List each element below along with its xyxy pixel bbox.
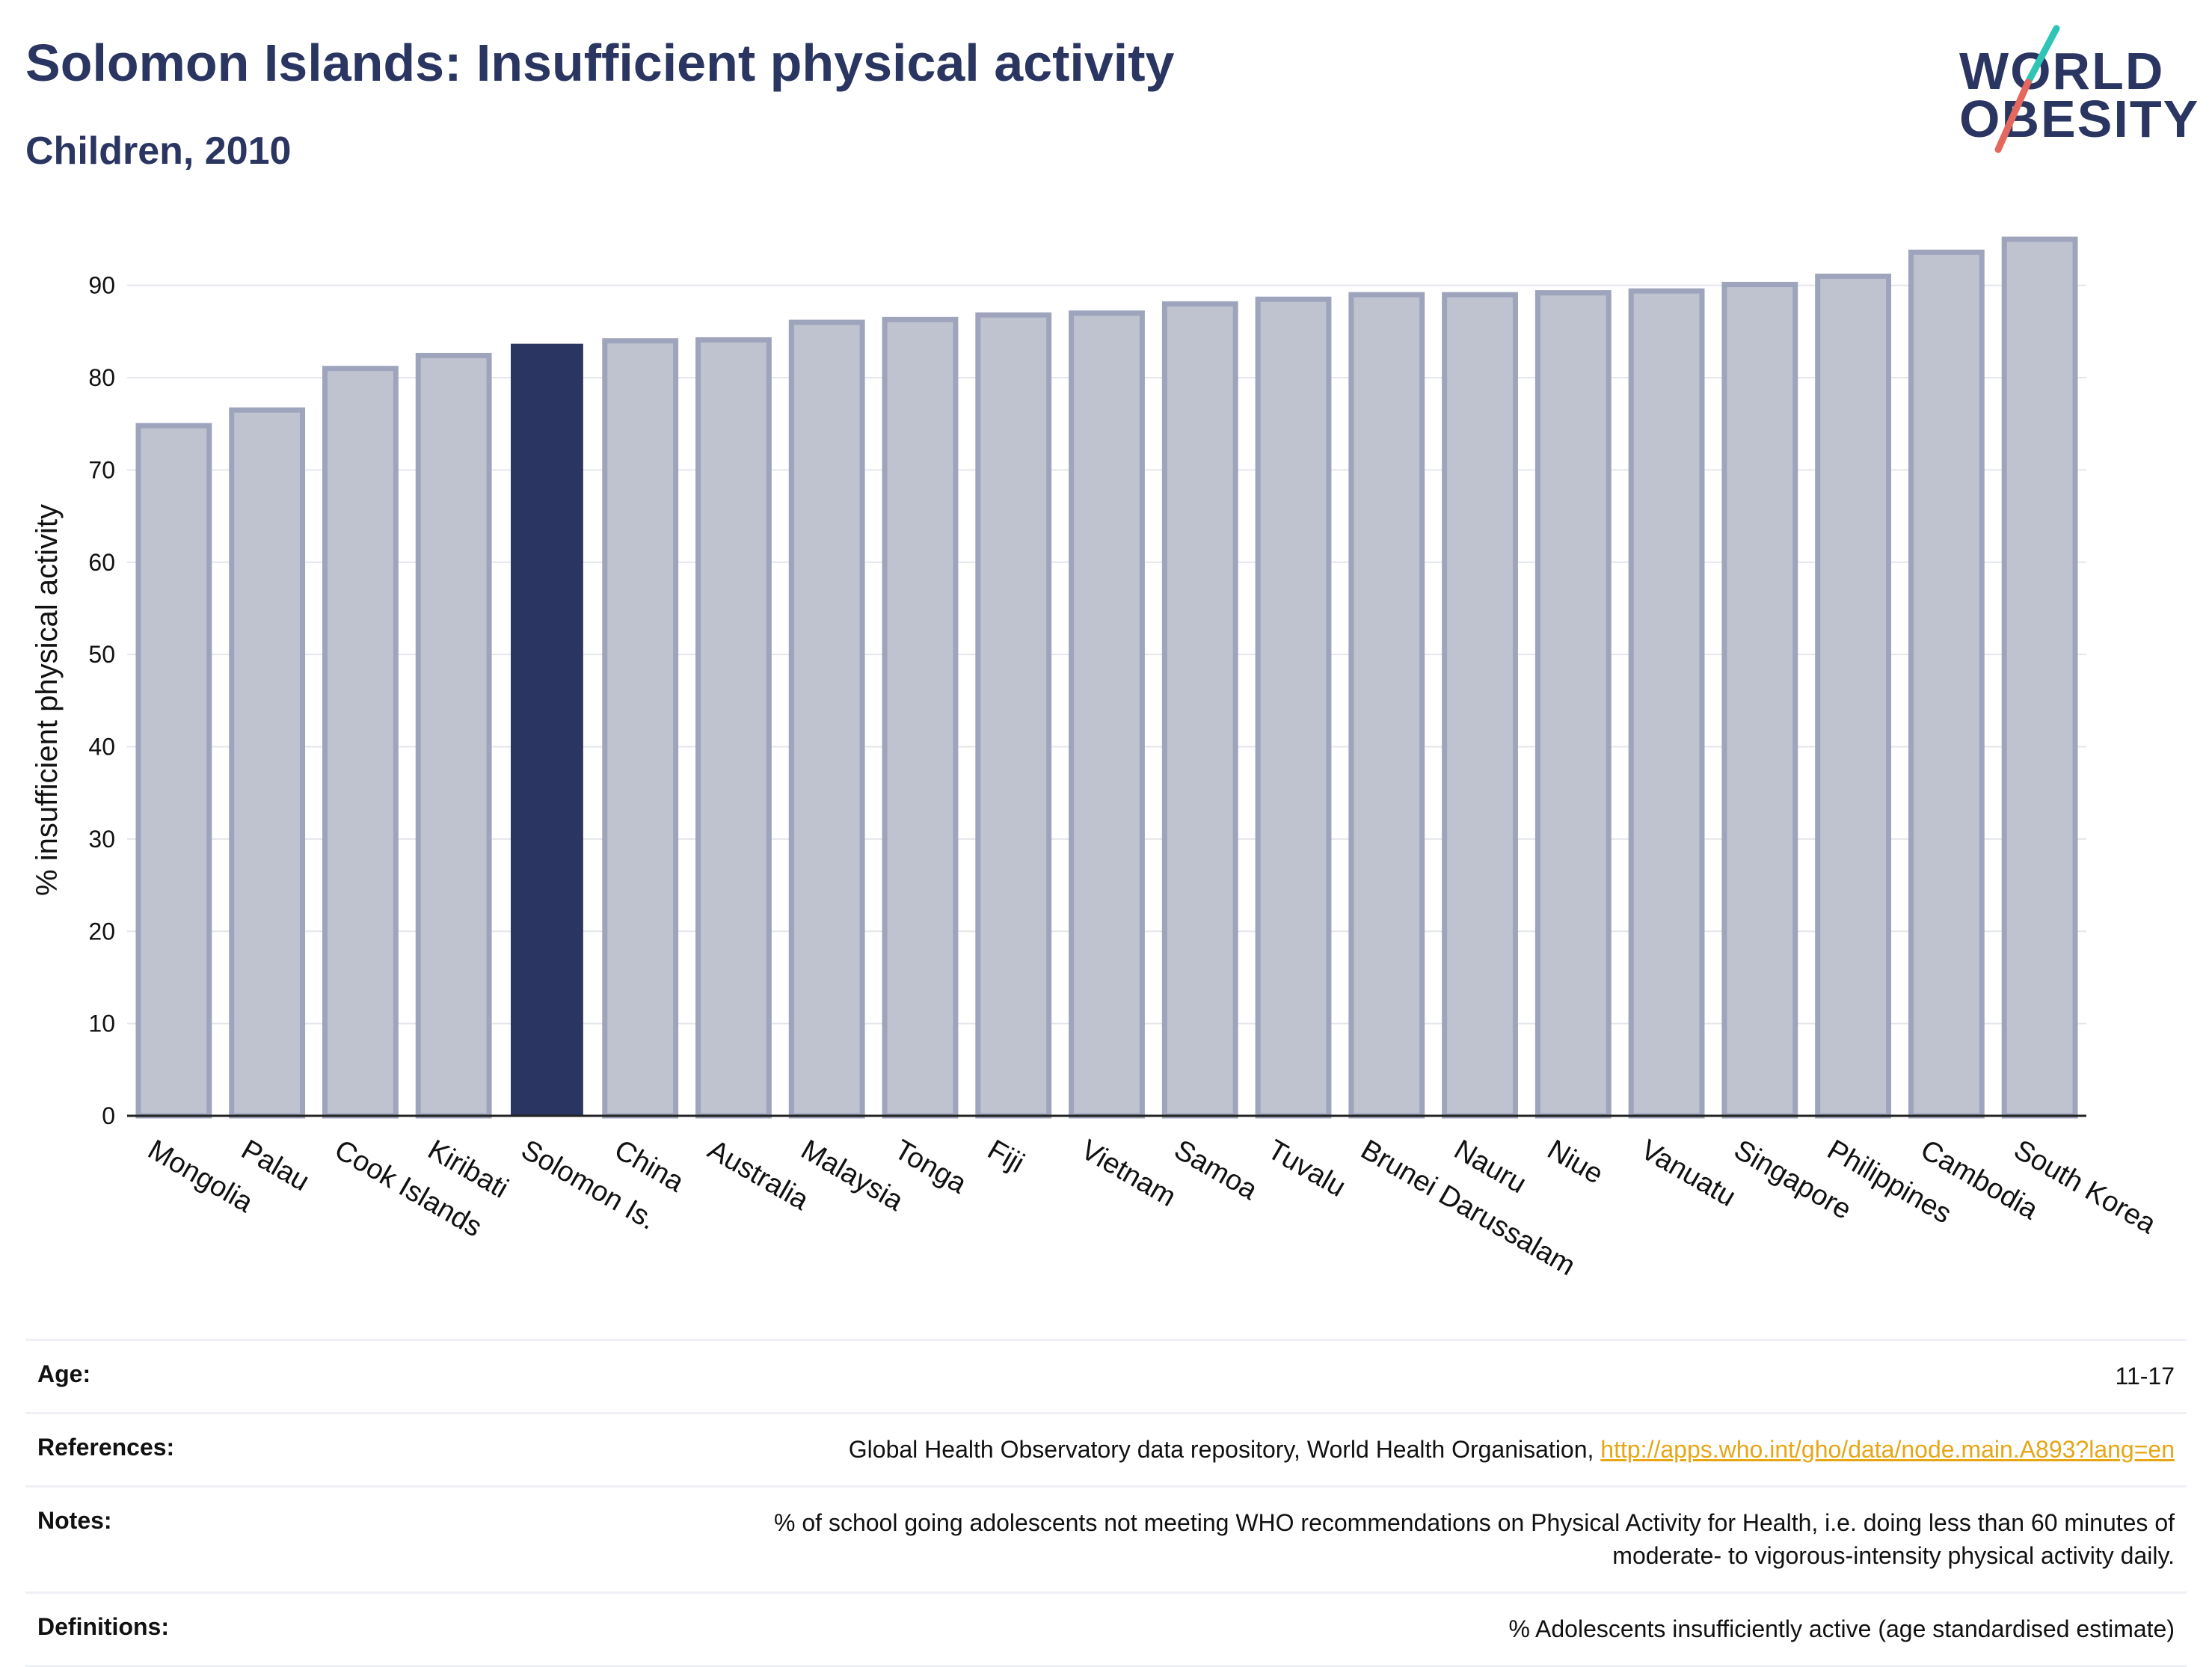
bar-south-korea (2001, 236, 2078, 1119)
y-tick-label: 40 (88, 734, 115, 761)
x-tick-label: South Korea (2009, 1134, 2162, 1240)
references-label: References: (37, 1434, 175, 1461)
logo-line2: OBESITY (1959, 90, 2200, 148)
x-tick-label: Mongolia (143, 1134, 259, 1219)
x-tick-label: Vietnam (1075, 1134, 1181, 1213)
bar-vanuatu (1628, 288, 1705, 1119)
bar-nauru (1442, 292, 1518, 1119)
bar-mongolia (135, 423, 212, 1119)
age-label: Age: (37, 1360, 91, 1387)
bar-niue (1534, 290, 1612, 1119)
bar-kiribati (415, 352, 492, 1119)
info-row-notes: Notes: % of school going adolescents not… (25, 1486, 2187, 1592)
references-value: Global Health Observatory data repositor… (274, 1413, 2187, 1487)
bar-vietnam (1069, 310, 1145, 1119)
y-axis-label: % insufficient physical activity (31, 504, 64, 896)
notes-value: % of school going adolescents not meetin… (274, 1487, 2187, 1592)
bar-philippines (1815, 273, 1892, 1119)
age-value: 11-17 (2115, 1363, 2175, 1390)
x-tick-label: Fiji (983, 1134, 1030, 1179)
chart-info-table: Age: 11-17 References: Global Health Obs… (25, 1339, 2187, 1667)
references-link[interactable]: http://apps.who.int/gho/data/node.main.A… (1600, 1436, 2175, 1464)
bar-malaysia (788, 319, 865, 1119)
page-subtitle: Children, 2010 (25, 129, 292, 173)
bar-brunei-darussalam (1348, 292, 1425, 1119)
y-axis-ticks: 0 10 20 30 40 50 60 70 80 90 (88, 272, 115, 1129)
y-tick-label: 0 (102, 1102, 115, 1129)
x-tick-label: Samoa (1169, 1134, 1263, 1206)
y-tick-label: 50 (88, 641, 115, 668)
bar-fiji (975, 312, 1052, 1119)
y-tick-label: 60 (88, 549, 115, 576)
logo-line1: WORLD (1959, 42, 2165, 100)
bar-cambodia (1908, 249, 1985, 1119)
bar-china (602, 338, 679, 1119)
bar-solomon-is (511, 343, 583, 1117)
notes-line1: % of school going adolescents not meetin… (774, 1509, 2175, 1537)
y-tick-label: 80 (88, 364, 115, 391)
info-row-age: Age: 11-17 (25, 1339, 2187, 1413)
world-obesity-logo: WORLD OBESITY (1944, 22, 2199, 157)
bar-cook-islands (322, 366, 399, 1119)
bar-tuvalu (1255, 296, 1332, 1119)
info-row-references: References: Global Health Observatory da… (25, 1413, 2187, 1487)
x-tick-label: Malaysia (796, 1134, 909, 1218)
bar-australia (695, 337, 772, 1119)
x-tick-label: Australia (702, 1134, 814, 1217)
logo-slash-icon (1994, 25, 2060, 153)
y-tick-label: 70 (88, 456, 115, 483)
references-text: Global Health Observatory data repositor… (848, 1436, 1594, 1464)
notes-line2: moderate- to vigorous-intensity physical… (1612, 1541, 2175, 1569)
y-tick-label: 10 (88, 1010, 115, 1037)
x-tick-label: Vanuatu (1635, 1134, 1741, 1213)
page-title: Solomon Islands: Insufficient physical a… (25, 34, 1175, 92)
x-tick-label: Niue (1542, 1134, 1609, 1190)
y-tick-label: 90 (88, 272, 115, 299)
x-tick-label: Tuvalu (1262, 1134, 1351, 1203)
bar-samoa (1161, 301, 1238, 1119)
bar-singapore (1721, 281, 1798, 1119)
y-tick-label: 30 (88, 826, 115, 853)
definitions-label: Definitions: (37, 1612, 169, 1640)
y-tick-label: 20 (88, 918, 115, 945)
bar-tonga (882, 316, 959, 1119)
notes-label: Notes: (37, 1507, 112, 1535)
bar-palau (229, 407, 306, 1119)
definitions-value: % Adolescents insufficiently active (age… (1508, 1615, 2175, 1642)
chart-bars (135, 236, 2078, 1119)
